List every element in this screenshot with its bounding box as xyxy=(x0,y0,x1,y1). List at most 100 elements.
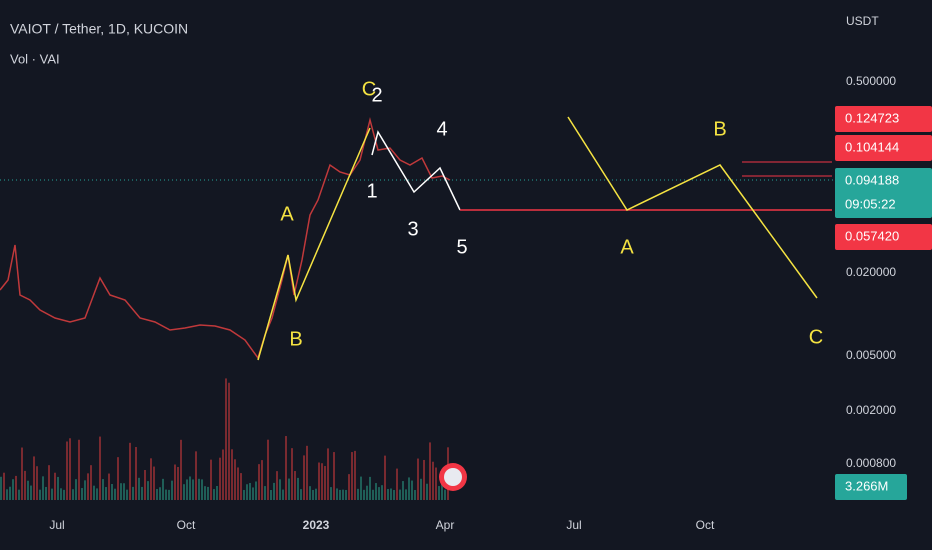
volume-bar xyxy=(57,476,59,500)
volume-bar xyxy=(399,489,401,500)
volume-bar xyxy=(123,483,125,500)
volume-bar xyxy=(423,459,425,500)
volume-bar xyxy=(303,455,305,500)
volume-bar xyxy=(222,449,224,500)
volume-bar xyxy=(60,488,62,500)
wave-label: A xyxy=(620,236,634,258)
price-label: 0.500000 xyxy=(846,74,896,88)
volume-bar xyxy=(381,485,383,500)
volume-bar xyxy=(219,457,221,500)
volume-bar xyxy=(165,489,167,500)
volume-bar xyxy=(306,445,308,500)
volume-bar xyxy=(315,488,317,500)
volume-bar xyxy=(0,476,2,500)
time-label: 2023 xyxy=(303,518,330,532)
volume-bar xyxy=(234,459,236,500)
volume-bar xyxy=(402,481,404,500)
volume-bar xyxy=(366,485,368,500)
volume-bar xyxy=(42,476,44,500)
volume-bar xyxy=(21,447,23,500)
price-label: 0.000800 xyxy=(846,456,896,470)
volume-bar xyxy=(66,441,68,500)
wave-label: C xyxy=(362,78,376,100)
volume-bar xyxy=(18,489,20,500)
volume-bar xyxy=(48,465,50,500)
volume-bar xyxy=(27,480,29,500)
volume-bar xyxy=(54,472,56,500)
volume-bar xyxy=(441,482,443,500)
volume-bar xyxy=(63,489,65,500)
price-tag xyxy=(835,224,932,250)
time-label: Apr xyxy=(436,518,455,532)
volume-bar xyxy=(102,479,104,500)
volume-bar xyxy=(81,488,83,500)
event-flag-inner xyxy=(444,468,462,486)
volume-bar xyxy=(396,468,398,500)
volume-bar xyxy=(30,485,32,500)
volume-bar xyxy=(354,450,356,500)
wave-label: 2 xyxy=(371,84,382,106)
volume-bar xyxy=(393,489,395,500)
volume-bar xyxy=(324,466,326,500)
countdown: 09:05:22 xyxy=(845,196,896,211)
price-tag-text: 0.094188 xyxy=(845,172,899,187)
wave-label: A xyxy=(280,203,294,225)
volume-bar xyxy=(348,474,350,500)
volume-bar xyxy=(186,479,188,500)
volume-bar xyxy=(255,481,257,500)
volume-bar xyxy=(39,489,41,500)
volume-bar xyxy=(378,487,380,500)
volume-bar xyxy=(117,457,119,500)
volume-bars xyxy=(0,378,449,500)
volume-bar xyxy=(246,484,248,500)
wave-12345 xyxy=(371,130,461,211)
wave-label: 3 xyxy=(407,218,418,240)
volume-bar xyxy=(51,488,53,500)
volume-bar xyxy=(351,452,353,500)
volume-bar xyxy=(126,489,128,500)
price-tag xyxy=(835,106,932,132)
volume-bar xyxy=(384,455,386,500)
volume-tag-text: 3.266M xyxy=(845,478,888,493)
volume-bar xyxy=(93,485,95,500)
volume-bar xyxy=(387,488,389,500)
volume-bar xyxy=(198,478,200,500)
volume-bar xyxy=(294,471,296,500)
volume-bar xyxy=(345,489,347,500)
volume-bar xyxy=(45,486,47,500)
volume-bar xyxy=(405,489,407,500)
volume-bar xyxy=(249,482,251,500)
time-label: Jul xyxy=(566,518,581,532)
volume-bar xyxy=(312,489,314,500)
wave-label: B xyxy=(713,118,726,140)
volume-bar xyxy=(267,439,269,500)
volume-bar xyxy=(144,470,146,500)
volume-bar xyxy=(237,467,239,500)
volume-bar xyxy=(372,489,374,500)
volume-bar xyxy=(390,488,392,500)
volume-bar xyxy=(270,489,272,500)
time-label: Jul xyxy=(49,518,64,532)
volume-bar xyxy=(87,473,89,500)
volume-bar xyxy=(297,477,299,500)
volume-bar xyxy=(375,483,377,500)
volume-bar xyxy=(168,489,170,500)
volume-bar xyxy=(369,476,371,500)
volume-bar xyxy=(156,488,158,500)
volume-bar xyxy=(288,478,290,500)
volume-bar xyxy=(72,489,74,500)
volume-bar xyxy=(177,466,179,500)
time-label: Oct xyxy=(696,518,715,532)
wave-label: B xyxy=(289,328,302,350)
volume-bar xyxy=(420,478,422,500)
volume-bar xyxy=(429,442,431,500)
volume-bar xyxy=(9,486,11,500)
volume-bar xyxy=(291,448,293,500)
volume-bar xyxy=(339,489,341,500)
price-label: 0.005000 xyxy=(846,348,896,362)
price-tag-text: 0.104144 xyxy=(845,139,899,154)
price-label: 0.002000 xyxy=(846,403,896,417)
volume-bar xyxy=(180,439,182,500)
volume-bar xyxy=(135,447,137,500)
volume-bar xyxy=(99,436,101,500)
